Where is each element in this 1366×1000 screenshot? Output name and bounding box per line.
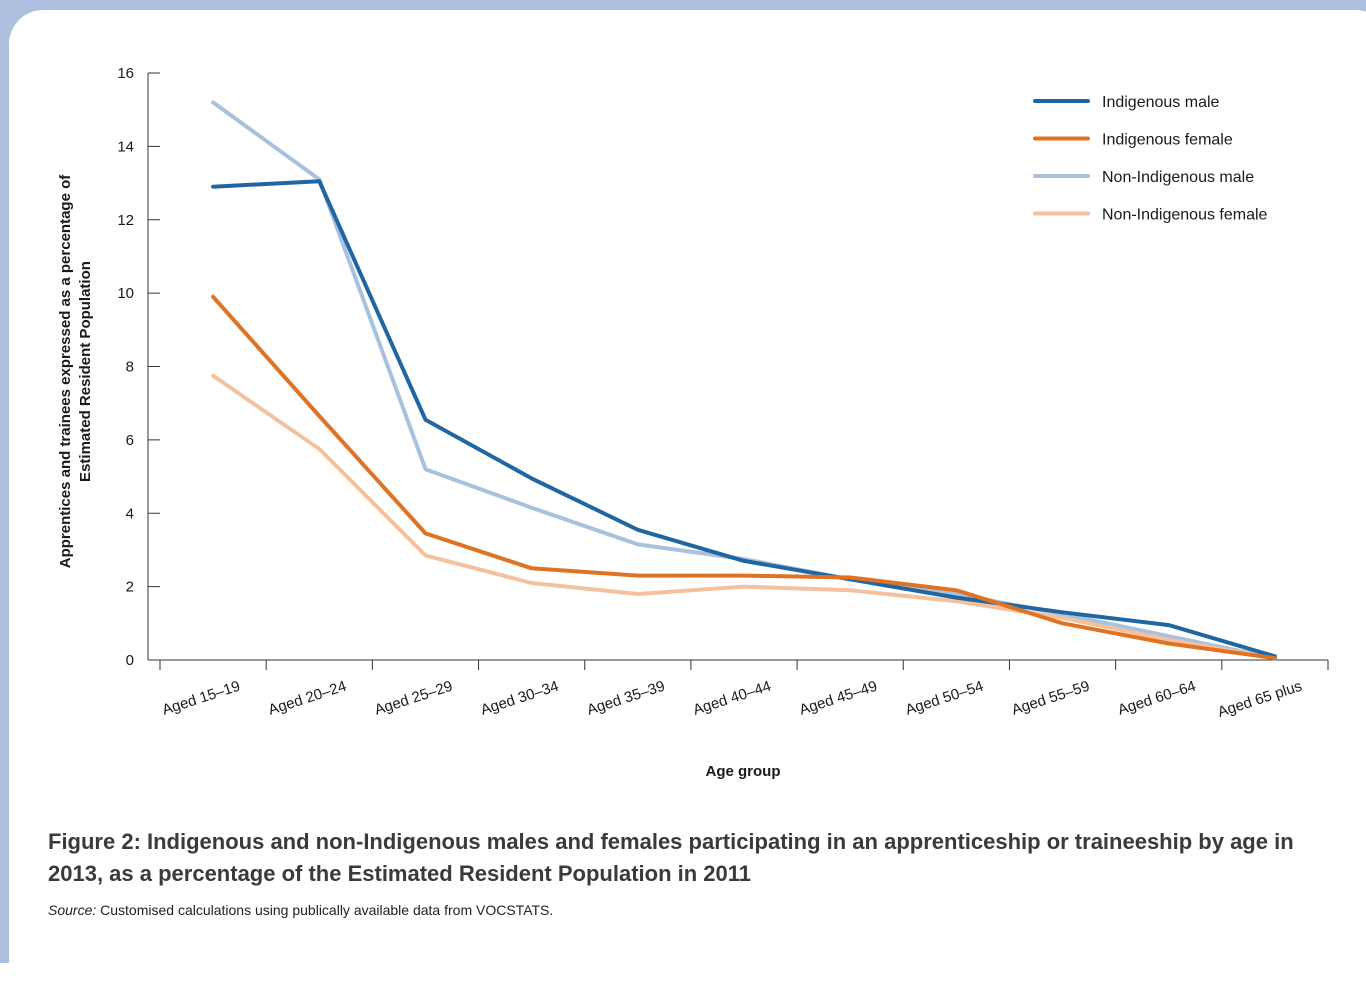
source-text: Customised calculations using publically…	[96, 902, 554, 918]
x-tick-label: Aged 60–64	[1116, 678, 1198, 719]
y-tick-label: 2	[126, 579, 134, 596]
x-axis-title: Age group	[706, 763, 781, 780]
figure-source: Source: Customised calculations using pu…	[48, 902, 553, 918]
x-tick-label: Aged 15–19	[160, 678, 242, 719]
x-tick-label: Aged 30–34	[479, 678, 561, 719]
x-tick-label: Aged 55–59	[1010, 678, 1092, 719]
x-tick-label: Aged 40–44	[691, 678, 773, 719]
y-tick-label: 16	[117, 65, 134, 82]
y-tick-label: 10	[117, 285, 134, 302]
figure-panel	[9, 10, 1366, 1000]
x-tick-label: Aged 65 plus	[1216, 678, 1305, 721]
source-label: Source:	[48, 902, 97, 918]
y-axis-title-line: Estimated Resident Population	[77, 261, 94, 482]
line-chart: 0 2 4 6 8 10 12 14 16 Aged 15–19 Aged 20–24 Aged 25…	[57, 65, 1329, 780]
chart-legend: Indigenous male Indigenous female Non-Indi…	[1033, 94, 1268, 224]
series-line-indigenous-female	[211, 294, 1277, 661]
y-tick-label: 8	[126, 359, 134, 376]
figure-caption: Figure 2: Indigenous and non-Indigenous …	[48, 829, 1294, 886]
x-tick-label: Aged 50–54	[903, 678, 985, 719]
chart-series	[211, 100, 1277, 661]
figure-frame	[0, 0, 1366, 963]
y-tick-label: 14	[117, 138, 134, 155]
legend-label: Non-Indigenous male	[1102, 169, 1254, 186]
series-line-indigenous-male	[211, 179, 1277, 659]
y-axis-title: Apprentices and trainees expressed as a …	[57, 174, 94, 568]
y-tick-label: 4	[126, 505, 134, 522]
legend-label: Indigenous female	[1102, 132, 1233, 149]
x-tick-label: Aged 45–49	[797, 678, 879, 719]
x-tick-label: Aged 20–24	[266, 678, 348, 719]
legend-label: Indigenous male	[1102, 94, 1220, 111]
x-tick-label: Aged 25–29	[372, 678, 454, 719]
x-tick-label: Aged 35–39	[585, 678, 667, 719]
legend-label: Non-Indigenous female	[1102, 207, 1268, 224]
series-line-non-indigenous-female	[211, 373, 1277, 661]
y-axis-title-line: Apprentices and trainees expressed as a …	[57, 174, 74, 568]
y-tick-label: 12	[117, 212, 134, 229]
y-tick-label: 0	[126, 652, 134, 669]
y-tick-label: 6	[126, 432, 134, 449]
